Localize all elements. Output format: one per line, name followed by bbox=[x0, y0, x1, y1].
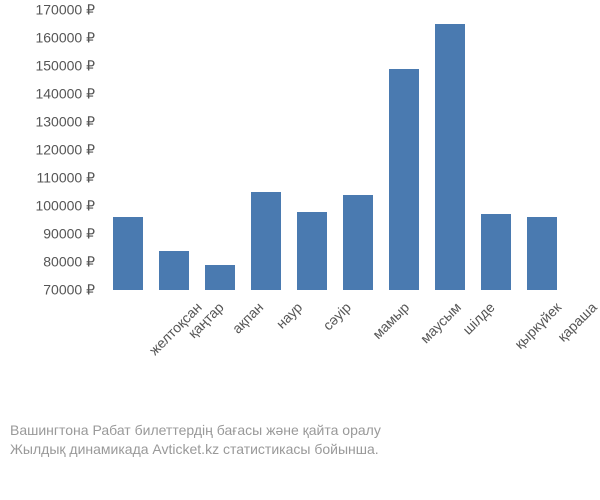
x-tick-label: шілде bbox=[459, 299, 498, 338]
caption-line-1: Вашингтона Рабат билеттердің бағасы және… bbox=[10, 421, 590, 441]
y-tick-label: 80000 ₽ bbox=[43, 254, 95, 271]
bar bbox=[389, 69, 419, 290]
y-tick-label: 100000 ₽ bbox=[35, 198, 95, 215]
y-tick-label: 90000 ₽ bbox=[43, 226, 95, 243]
x-axis: желтоқсанқаңтарақпаннаурсәуірмамырмаусым… bbox=[105, 295, 565, 385]
bar bbox=[205, 265, 235, 290]
y-tick-label: 120000 ₽ bbox=[35, 142, 95, 159]
bar bbox=[481, 214, 511, 290]
x-tick-label: қараша bbox=[554, 299, 600, 345]
bar bbox=[527, 217, 557, 290]
y-tick-label: 70000 ₽ bbox=[43, 282, 95, 299]
bar bbox=[251, 192, 281, 290]
chart-caption: Вашингтона Рабат билеттердің бағасы және… bbox=[10, 421, 590, 460]
y-tick-label: 140000 ₽ bbox=[35, 86, 95, 103]
y-tick-label: 150000 ₽ bbox=[35, 58, 95, 75]
y-tick-label: 160000 ₽ bbox=[35, 30, 95, 47]
y-tick-label: 110000 ₽ bbox=[37, 170, 95, 187]
bar bbox=[113, 217, 143, 290]
x-tick-label: мамыр bbox=[369, 299, 412, 342]
bar bbox=[297, 212, 327, 290]
caption-line-2: Жылдық динамикада Avticket.kz статистика… bbox=[10, 440, 590, 460]
x-tick-label: қыркүйек bbox=[511, 299, 564, 352]
y-tick-label: 170000 ₽ bbox=[35, 2, 95, 19]
x-tick-label: ақпан bbox=[229, 299, 266, 336]
plot-area bbox=[105, 10, 565, 290]
x-tick-label: маусым bbox=[417, 299, 464, 346]
x-tick-label: наур bbox=[273, 299, 306, 332]
y-axis: 70000 ₽80000 ₽90000 ₽100000 ₽110000 ₽120… bbox=[10, 10, 100, 290]
bar bbox=[159, 251, 189, 290]
chart-container: 70000 ₽ 80000 ₽ 90000 ₽ 100000 ₽ 110000 ₽ 120… bbox=[10, 10, 590, 390]
bar bbox=[343, 195, 373, 290]
bar bbox=[435, 24, 465, 290]
y-tick-label: 130000 ₽ bbox=[35, 114, 95, 131]
x-tick-label: сәуір bbox=[320, 299, 354, 333]
